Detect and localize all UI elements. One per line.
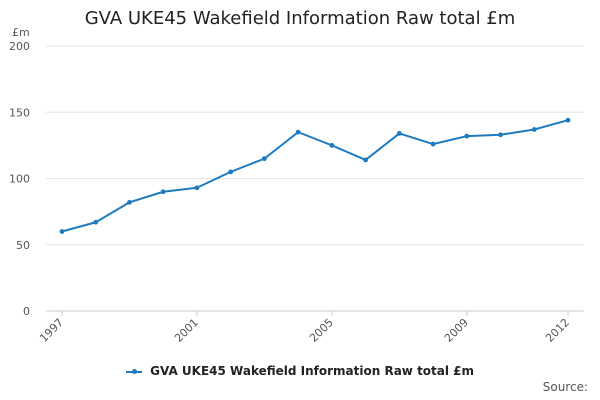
series-line	[61, 119, 569, 233]
y-tick-label: 100	[9, 173, 30, 186]
data-point[interactable]	[194, 185, 200, 191]
legend-swatch	[125, 368, 142, 374]
data-point[interactable]	[228, 169, 234, 175]
data-point[interactable]	[329, 142, 335, 148]
data-point[interactable]	[565, 117, 571, 123]
series-layer	[59, 117, 571, 234]
y-tick-label: 200	[9, 40, 30, 53]
data-point[interactable]	[464, 133, 470, 139]
data-point[interactable]	[262, 156, 267, 162]
legend[interactable]: GVA UKE45 Wakefield Information Raw tota…	[0, 364, 600, 378]
gridlines	[46, 45, 584, 312]
y-tick-label: 50	[16, 239, 30, 252]
y-tick-label: 0	[23, 305, 30, 318]
data-point[interactable]	[531, 127, 537, 132]
data-point[interactable]	[396, 131, 402, 136]
x-tick-label: 1997	[37, 316, 66, 345]
data-point[interactable]	[160, 189, 166, 195]
y-unit-label: £m	[12, 26, 30, 39]
x-tick-label: 2009	[442, 316, 471, 345]
data-point[interactable]	[93, 219, 99, 225]
axes: 0 50 100 150 200 1997 2001 2005 2009 2012	[9, 40, 572, 345]
x-tick-label: 2012	[543, 316, 572, 345]
x-tick-label: 2001	[172, 316, 201, 345]
source-label: Source:	[542, 380, 588, 394]
data-point[interactable]	[59, 229, 65, 234]
data-point[interactable]	[127, 199, 132, 205]
chart-title: GVA UKE45 Wakefield Information Raw tota…	[84, 8, 516, 29]
data-point[interactable]	[363, 157, 368, 163]
data-point[interactable]	[295, 129, 301, 135]
legend-label: GVA UKE45 Wakefield Information Raw tota…	[150, 364, 475, 378]
data-point[interactable]	[430, 141, 436, 147]
x-tick-label: 2005	[307, 316, 336, 345]
y-tick-label: 150	[9, 106, 30, 119]
data-point[interactable]	[498, 132, 503, 138]
